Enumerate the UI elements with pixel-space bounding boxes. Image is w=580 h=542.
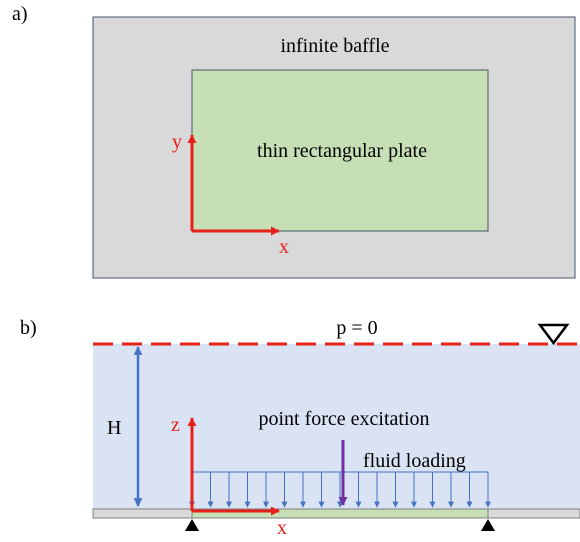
point-force-label: point force excitation	[258, 408, 429, 430]
panel-b-label: b)	[20, 317, 37, 339]
fluid-loading-label: fluid loading	[363, 450, 466, 472]
baffle-label: infinite baffle	[280, 35, 389, 57]
depth-label: H	[107, 417, 121, 439]
panel-a: a) infinite baffle thin rectangular plat…	[12, 3, 576, 279]
panel-a-label: a)	[12, 3, 28, 25]
pressure-release-label: p = 0	[336, 317, 377, 339]
fluid-loading-arrows	[189, 472, 491, 508]
plate-strip	[191, 508, 489, 519]
fluid-domain	[93, 344, 580, 509]
plate-label: thin rectangular plate	[257, 140, 427, 162]
left-support-icon	[185, 519, 199, 531]
y-axis-label: y	[172, 131, 182, 153]
x-axis-label-b: x	[277, 517, 287, 539]
rectangular-plate	[191, 69, 489, 232]
x-axis-label: x	[279, 236, 289, 258]
free-surface-symbol-icon	[537, 323, 570, 346]
right-support-icon	[481, 519, 495, 531]
panel-b: b) p = 0 H fluid loading point force exc…	[20, 317, 580, 539]
z-axis-label: z	[171, 414, 180, 436]
